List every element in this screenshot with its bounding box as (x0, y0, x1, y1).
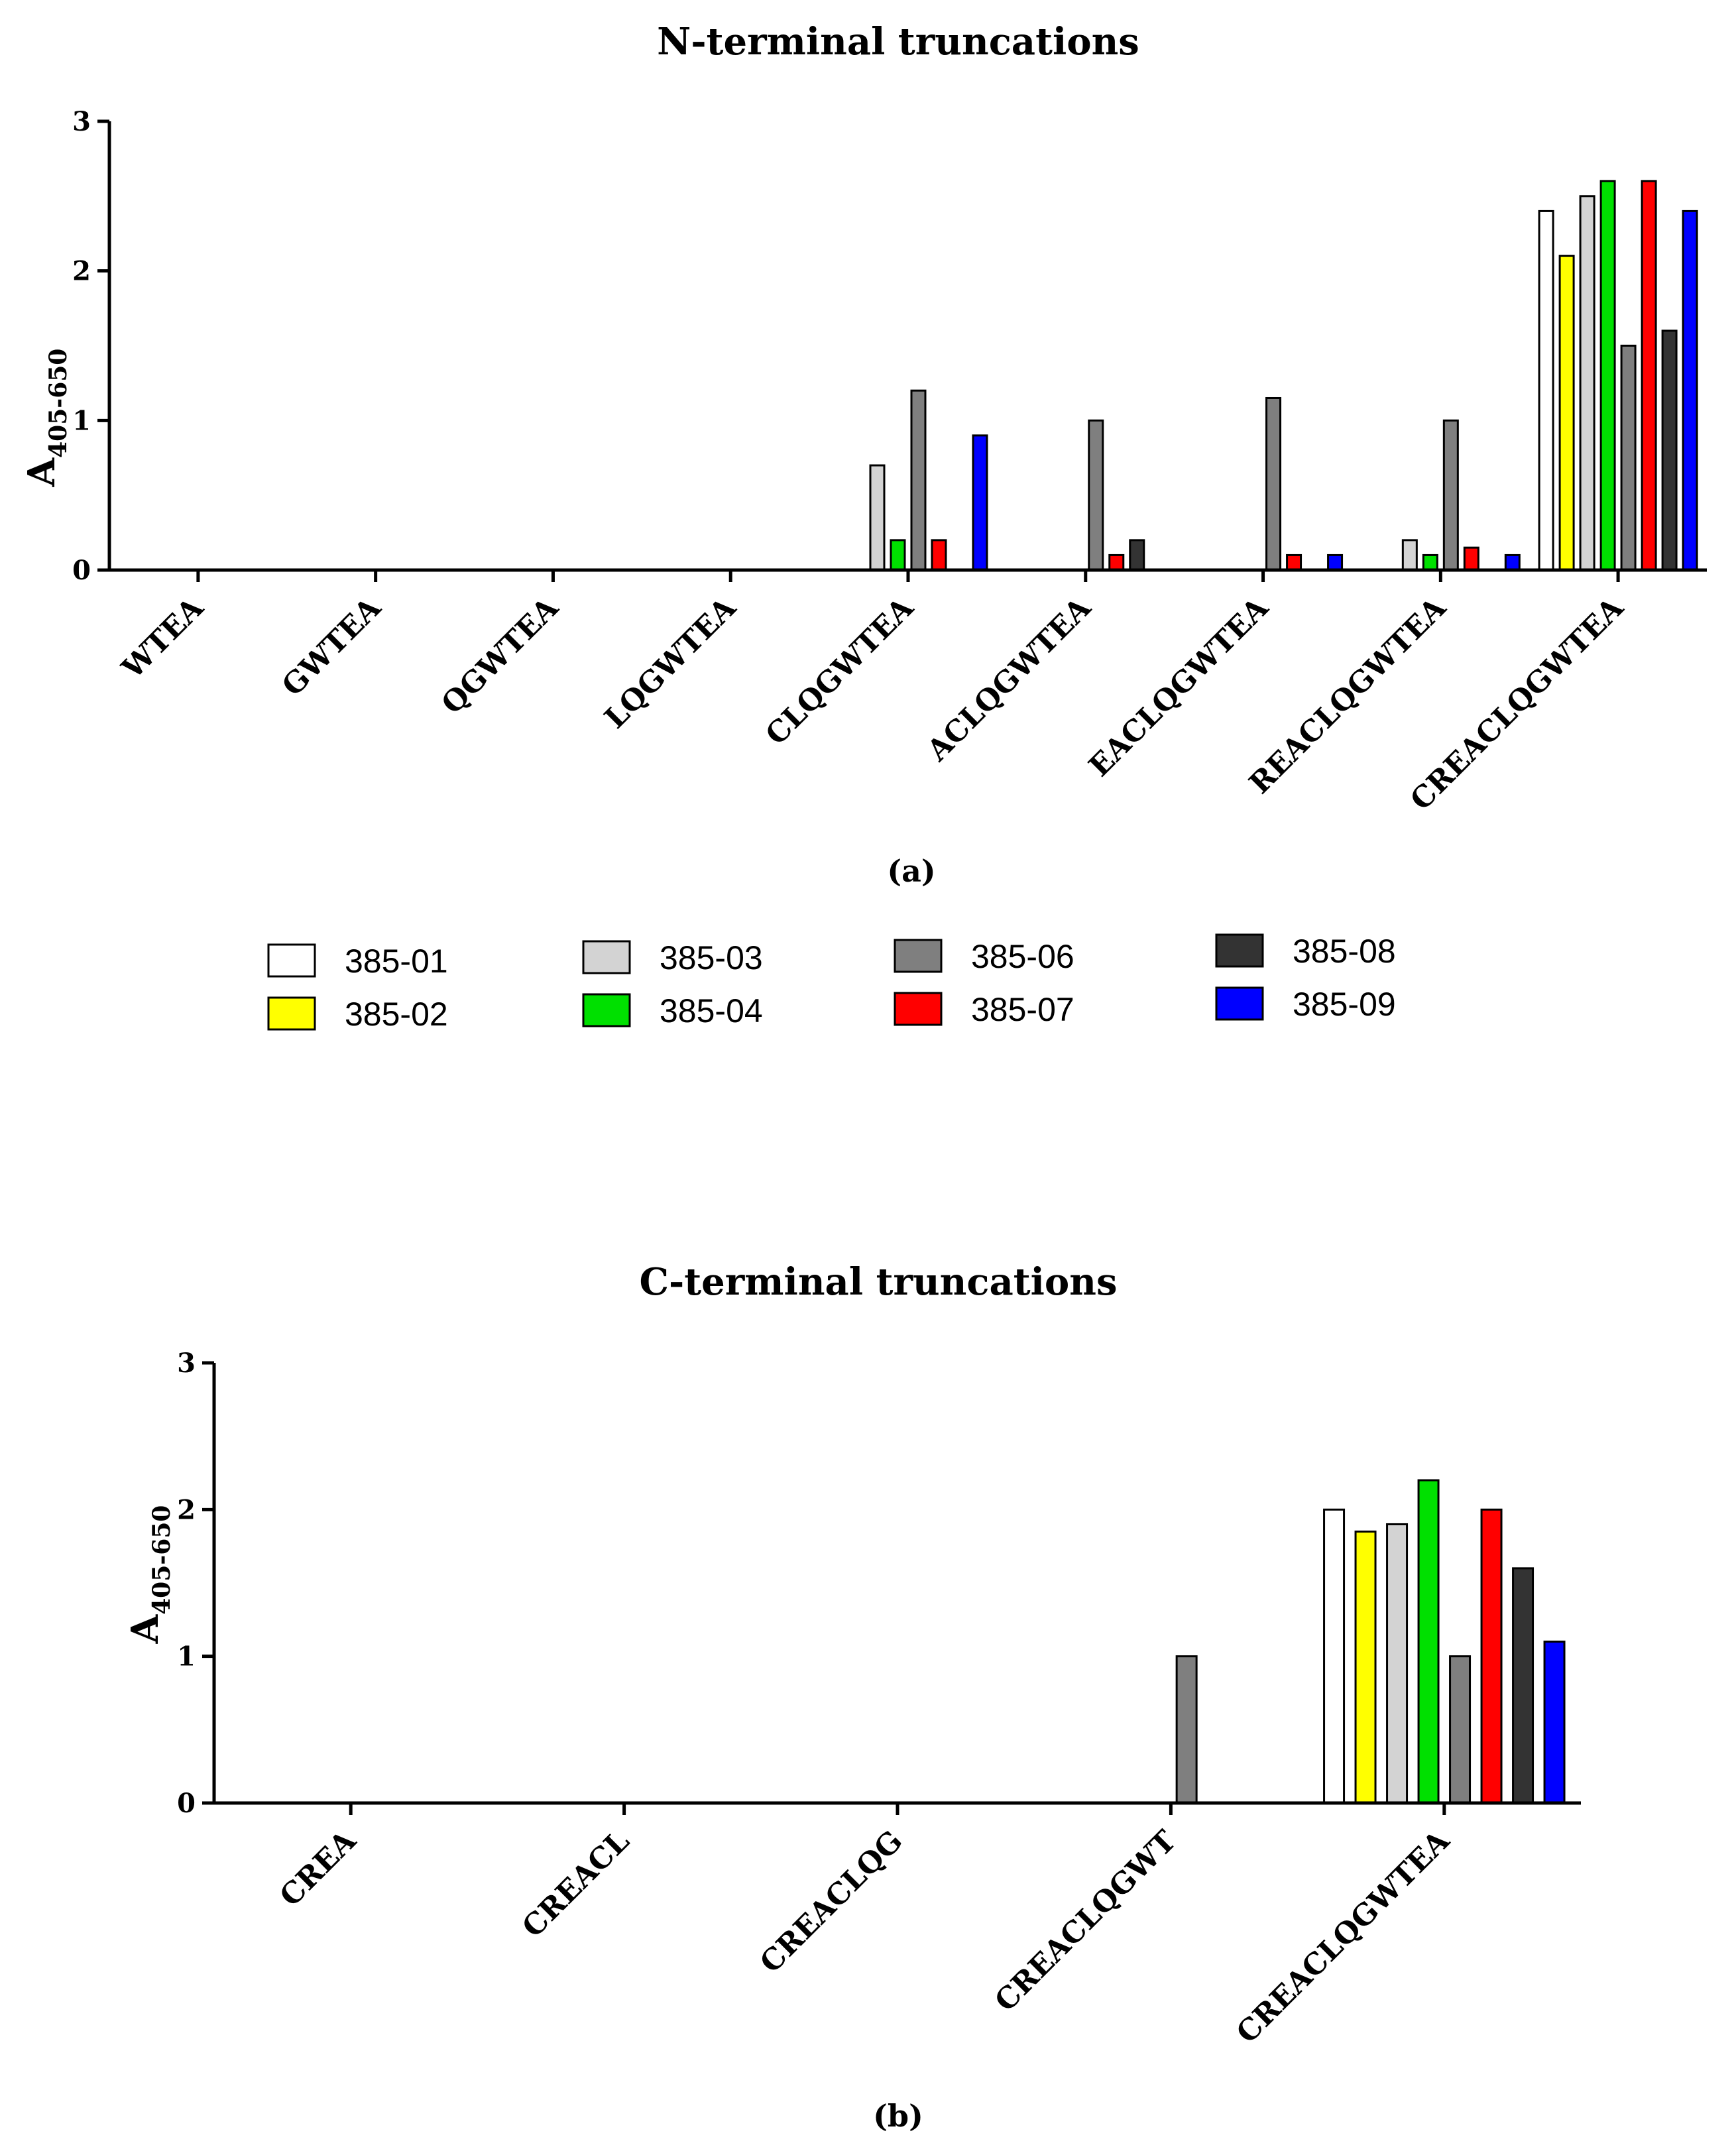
legend-label-385-07: 385-07 (971, 991, 1074, 1028)
panel-b-plot: 0 1 2 3 CREA CREACL CREACLQG CREACLQGWT CREACLQG… (177, 1348, 1581, 2050)
panel-a-bar-385-07-REACLQGWTEA (1463, 546, 1479, 571)
panel-b-x-tick-label: CREACLQG (754, 1824, 909, 1980)
panel-a-y-tick-label: 3 (72, 106, 91, 137)
panel-b-bar-385-07-CREACLQGWTEA (1480, 1508, 1503, 1804)
panel-a-y-axis-label-main: A (20, 457, 64, 487)
panel-b: C-terminal truncations A405-650 0 1 2 3 CREA… (123, 1260, 1581, 2134)
panel-b-title: C-terminal truncations (639, 1260, 1117, 1304)
panel-a-y-axis-label: A405-650 (20, 349, 72, 488)
panel-a-bar-385-04-REACLQGWTEA (1422, 553, 1438, 571)
panel-a: N-terminal truncations A405-650 0 1 2 3 WTEA… (20, 20, 1707, 889)
panel-a-bar-385-03-CREACLQGWTEA (1579, 195, 1595, 571)
panel-b-y-tick-label: 3 (177, 1348, 196, 1379)
panel-b-y-axis-label-subscript: 405-650 (148, 1505, 176, 1615)
panel-a-label: (a) (887, 853, 935, 889)
panel-b-bar-385-06-CREACLQGWTEA (1449, 1655, 1472, 1804)
panel-a-x-tick-label: EACLQGWTEA (1082, 591, 1275, 784)
legend-swatch-385-03 (582, 940, 631, 974)
panel-a-title: N-terminal truncations (657, 20, 1139, 64)
panel-b-y-tick-label: 2 (177, 1494, 196, 1525)
panel-b-bar-385-08-CREACLQGWTEA (1512, 1567, 1534, 1804)
panel-b-bar-385-03-CREACLQGWTEA (1386, 1523, 1409, 1804)
panel-a-bar-385-04-CLQGWTEA (890, 539, 906, 571)
panel-a-x-tick-label: WTEA (115, 591, 210, 685)
panel-a-bar-385-04-CREACLQGWTEA (1599, 180, 1616, 571)
panel-a-x-tick-label: QGWTEA (435, 591, 565, 721)
panel-b-y-axis-label: A405-650 (123, 1505, 176, 1645)
panel-a-bar-385-06-ACLQGWTEA (1088, 419, 1104, 571)
panel-b-bar-385-01-CREACLQGWTEA (1323, 1508, 1346, 1804)
panel-a-bar-385-08-ACLQGWTEA (1129, 539, 1145, 571)
panel-a-bar-385-03-CLQGWTEA (869, 464, 886, 571)
panel-b-x-tick-label: CREA (273, 1824, 363, 1913)
panel-b-bar-385-02-CREACLQGWTEA (1354, 1531, 1377, 1804)
panel-a-bar-385-06-EACLQGWTEA (1265, 396, 1282, 571)
panel-a-bar-385-07-CLQGWTEA (931, 539, 947, 571)
panel-b-y-tick-label: 1 (177, 1641, 196, 1672)
legend-label-385-08: 385-08 (1293, 933, 1396, 970)
panel-a-y-tick-label: 2 (72, 256, 91, 287)
panel-a-bar-385-03-REACLQGWTEA (1401, 539, 1418, 571)
legend-swatch-385-09 (1215, 986, 1264, 1021)
panel-a-bar-385-09-REACLQGWTEA (1504, 553, 1521, 571)
panel-b-x-tick-label: CREACL (516, 1824, 636, 1944)
panel-a-bar-385-09-CREACLQGWTEA (1682, 209, 1698, 571)
panel-a-x-tick-label: CLQGWTEA (759, 591, 920, 752)
panel-b-x-tick-label: CREACLQGWTEA (1230, 1824, 1456, 2050)
panel-a-y-axis-label-subscript: 405-650 (44, 349, 72, 458)
panel-a-bar-385-02-CREACLQGWTEA (1558, 255, 1575, 571)
panel-a-bar-385-07-ACLQGWTEA (1108, 553, 1125, 571)
panel-a-bar-385-07-EACLQGWTEA (1286, 553, 1302, 571)
panel-a-x-tick-label: GWTEA (276, 591, 388, 703)
panel-a-bar-385-07-CREACLQGWTEA (1641, 180, 1657, 571)
panel-b-x-tick-label: CREACLQGWT (988, 1824, 1183, 2018)
panel-a-bar-385-08-CREACLQGWTEA (1661, 329, 1678, 571)
legend-swatch-385-07 (894, 992, 943, 1026)
panel-b-bar-385-06-CREACLQGWT (1175, 1655, 1198, 1804)
legend-label-385-01: 385-01 (345, 943, 448, 980)
panel-a-bar-385-06-REACLQGWTEA (1442, 419, 1459, 571)
panel-a-y-tick-label: 0 (72, 555, 91, 586)
panel-a-x-tick-label: LQGWTEA (598, 591, 742, 735)
panel-a-bar-385-09-EACLQGWTEA (1327, 553, 1344, 571)
legend-label-385-03: 385-03 (660, 939, 763, 976)
panel-b-bar-385-09-CREACLQGWTEA (1543, 1641, 1566, 1804)
panel-a-bar-385-01-CREACLQGWTEA (1538, 209, 1554, 571)
panel-b-bar-385-04-CREACLQGWTEA (1417, 1479, 1440, 1804)
panel-a-bar-385-09-CLQGWTEA (972, 434, 988, 571)
panel-b-y-axis-label-main: A (123, 1613, 167, 1644)
legend: 385-01 385-02 385-03 385-04 385-06 385-07 385-… (267, 933, 1396, 1033)
panel-a-x-tick-label: REACLQGWTEA (1243, 591, 1453, 801)
legend-label-385-04: 385-04 (660, 992, 763, 1029)
panel-b-label: (b) (873, 2098, 923, 2134)
panel-a-plot: 0 1 2 3 WTEA GWTEA QGWTEA LQGWTEA CLQGWTEA ACLQGW… (72, 106, 1707, 817)
panel-a-bar-385-06-CLQGWTEA (910, 389, 927, 571)
panel-a-bar-385-06-CREACLQGWTEA (1620, 345, 1637, 571)
legend-swatch-385-02 (267, 996, 316, 1031)
panel-a-y-tick-label: 1 (72, 405, 91, 436)
legend-label-385-02: 385-02 (345, 996, 448, 1033)
legend-swatch-385-08 (1215, 933, 1264, 968)
panel-b-y-tick-label: 0 (177, 1788, 196, 1819)
legend-swatch-385-04 (582, 993, 631, 1027)
legend-swatch-385-06 (894, 939, 943, 973)
legend-swatch-385-01 (267, 943, 316, 978)
legend-label-385-09: 385-09 (1293, 986, 1396, 1023)
panel-a-x-tick-label: ACLQGWTEA (920, 591, 1098, 768)
legend-label-385-06: 385-06 (971, 938, 1074, 975)
